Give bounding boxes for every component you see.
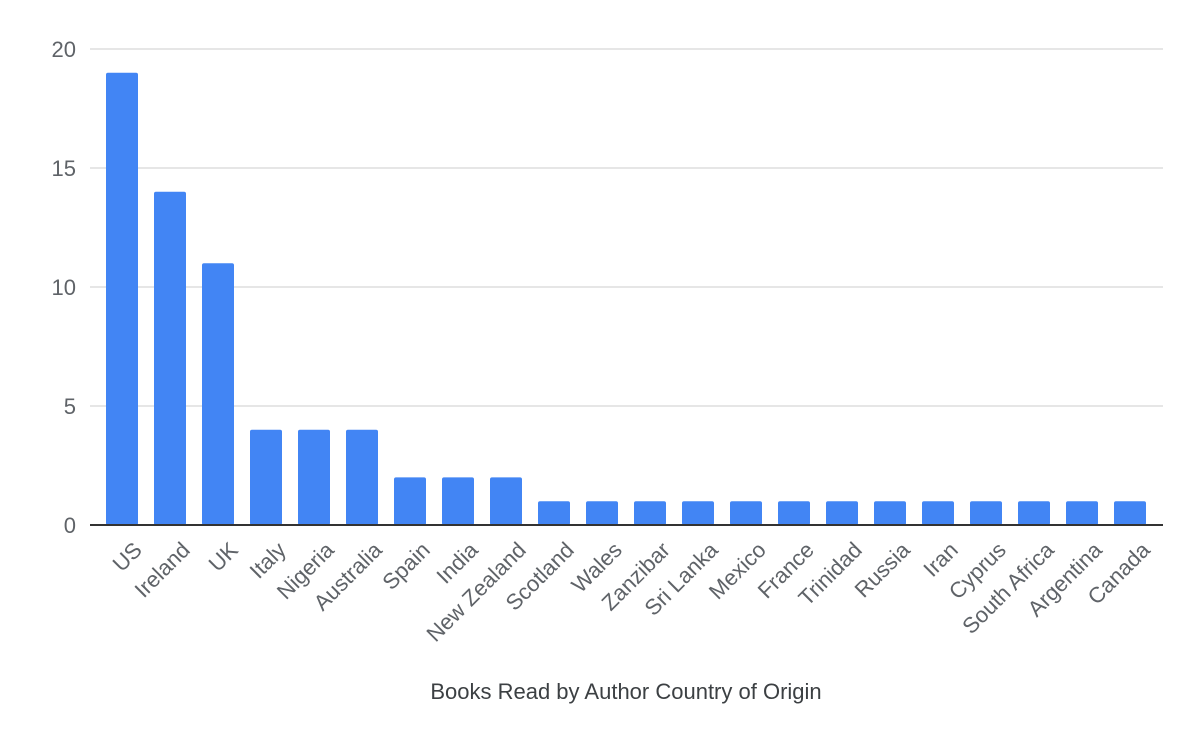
bar-ireland[interactable] <box>154 191 186 526</box>
x-tick-label: UK <box>204 537 244 577</box>
bar-wales[interactable] <box>586 501 618 525</box>
y-axis-ticks: 0 5 10 15 20 <box>52 37 76 538</box>
x-tick-label: Ireland <box>130 537 195 602</box>
bar-sri-lanka[interactable] <box>682 501 714 525</box>
bar-russia[interactable] <box>874 501 906 525</box>
gridlines <box>90 48 1163 407</box>
bar-india[interactable] <box>442 477 474 525</box>
x-tick-label: Russia <box>850 537 916 603</box>
bar-nigeria[interactable] <box>298 429 330 525</box>
y-tick-label: 5 <box>64 394 76 419</box>
bar-mexico[interactable] <box>730 501 762 525</box>
bar-new-zealand[interactable] <box>490 477 522 525</box>
bar-trinidad[interactable] <box>826 501 858 525</box>
bar-zanzibar[interactable] <box>634 501 666 525</box>
bar-iran[interactable] <box>922 501 954 525</box>
bar-us[interactable] <box>106 72 138 526</box>
y-tick-label: 10 <box>52 275 76 300</box>
y-tick-label: 0 <box>64 513 76 538</box>
bar-canada[interactable] <box>1114 501 1146 525</box>
bar-scotland[interactable] <box>538 501 570 525</box>
x-tick-label: US <box>108 537 147 576</box>
bar-argentina[interactable] <box>1066 501 1098 525</box>
x-axis-title: Books Read by Author Country of Origin <box>430 679 821 704</box>
bar-italy[interactable] <box>250 429 282 525</box>
bar-france[interactable] <box>778 501 810 525</box>
bar-uk[interactable] <box>202 263 234 525</box>
bar-spain[interactable] <box>394 477 426 525</box>
bars <box>106 72 1146 526</box>
bar-south-africa[interactable] <box>1018 501 1050 525</box>
bar-australia[interactable] <box>346 429 378 525</box>
y-tick-label: 20 <box>52 37 76 62</box>
x-tick-label: Spain <box>377 537 434 594</box>
y-tick-label: 15 <box>52 156 76 181</box>
bar-cyprus[interactable] <box>970 501 1002 525</box>
